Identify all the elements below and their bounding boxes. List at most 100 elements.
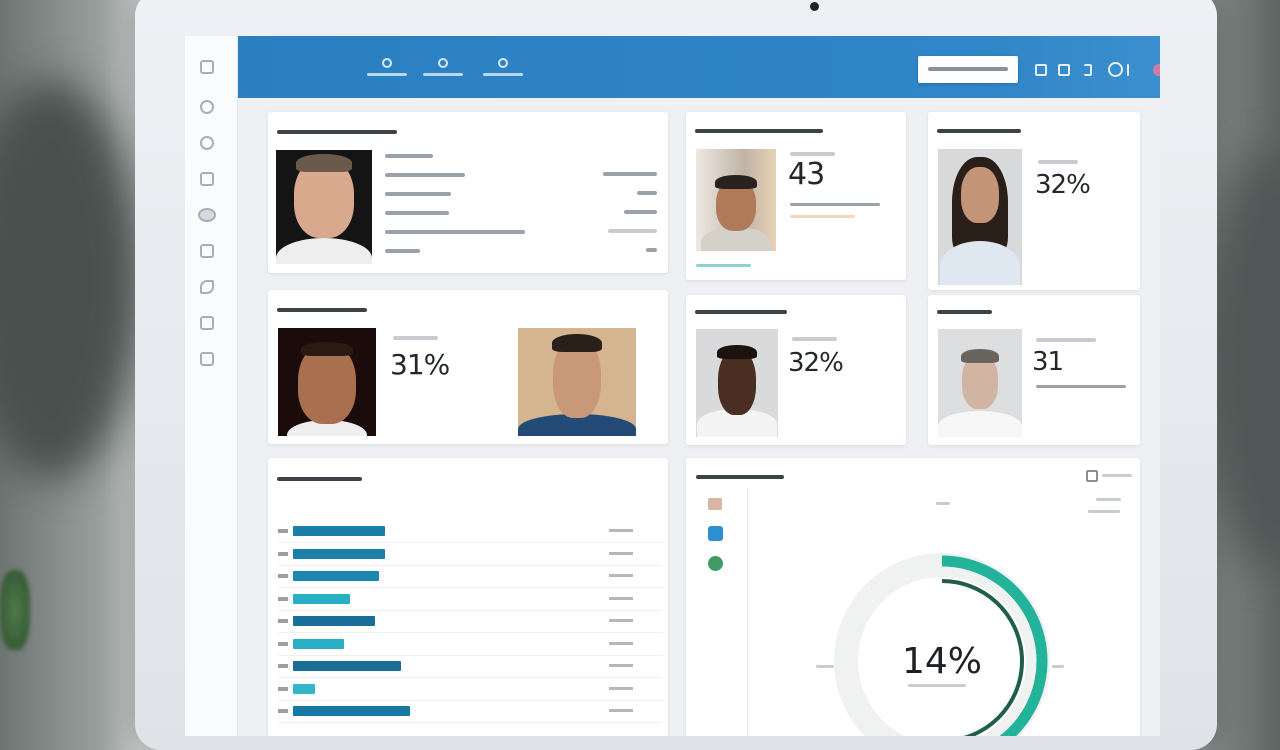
pin-icon[interactable] xyxy=(200,280,214,294)
profile-photo xyxy=(938,149,1022,285)
bookmark-icon[interactable] xyxy=(1058,64,1070,76)
bar-label xyxy=(278,529,288,533)
profile-card-top-right: 32% xyxy=(928,112,1140,290)
donut-outer-arc xyxy=(941,555,1048,736)
text-line xyxy=(385,173,465,177)
bar-row xyxy=(278,591,663,611)
profile-card-mid-left: 31% xyxy=(268,290,668,444)
profile-card-mid-right: 31 xyxy=(928,295,1140,445)
bar xyxy=(293,593,351,604)
bar-value xyxy=(609,664,633,667)
profile-photo xyxy=(278,328,376,436)
text-line xyxy=(385,192,451,196)
calendar-icon[interactable] xyxy=(1035,64,1047,76)
bar-value xyxy=(609,641,633,645)
text-line xyxy=(385,230,525,234)
bar-value xyxy=(609,686,633,690)
profile-photo xyxy=(696,329,778,437)
bar-label xyxy=(278,551,288,556)
home-icon[interactable] xyxy=(200,60,214,74)
dashboard-screen: 43 32% 31% xyxy=(185,36,1160,736)
card-title xyxy=(695,310,787,314)
background-blur xyxy=(1210,150,1280,570)
text-line xyxy=(385,154,433,158)
image-icon[interactable] xyxy=(200,244,214,258)
circle-icon[interactable] xyxy=(200,100,214,114)
avatar[interactable] xyxy=(1153,64,1160,76)
profile-photo xyxy=(938,329,1022,437)
divider xyxy=(747,488,748,736)
nav-item-3[interactable] xyxy=(480,58,526,84)
donut-chart xyxy=(834,553,1050,736)
text-value xyxy=(637,191,657,195)
header-action-button[interactable] xyxy=(918,56,1018,83)
text-line xyxy=(385,249,420,253)
user-icon[interactable] xyxy=(200,136,214,150)
bracket-icon[interactable] xyxy=(1084,64,1092,76)
chat-icon[interactable] xyxy=(198,208,216,222)
divider-icon xyxy=(1127,64,1129,76)
profile-card-main xyxy=(268,112,668,273)
text-value xyxy=(608,229,657,233)
card-title xyxy=(695,129,823,133)
bar xyxy=(293,526,385,536)
plant xyxy=(0,570,30,650)
background-blur xyxy=(0,80,140,480)
legend-icon-3[interactable] xyxy=(708,556,723,571)
text-line xyxy=(790,152,835,156)
bar-value xyxy=(609,619,633,622)
document-icon[interactable] xyxy=(200,316,214,330)
bar-row xyxy=(278,613,663,633)
bar-label xyxy=(278,686,288,691)
bar-label xyxy=(278,641,288,646)
metric-value: 32% xyxy=(788,348,844,378)
bar-value xyxy=(609,529,633,532)
card-link[interactable] xyxy=(696,264,751,267)
legend-icon-1[interactable] xyxy=(708,498,722,510)
bar xyxy=(293,638,344,649)
profile-photo xyxy=(276,150,372,264)
bar-label xyxy=(278,574,288,578)
top-header xyxy=(238,36,1160,98)
filter-icon[interactable] xyxy=(1086,470,1098,482)
bar-value xyxy=(609,574,633,577)
bar-row xyxy=(278,546,663,566)
text-line xyxy=(1088,510,1120,513)
donut-center-label xyxy=(908,684,966,687)
legend-icon-2[interactable] xyxy=(708,526,723,541)
donut-panel: 14% xyxy=(686,458,1140,736)
nav-item-1[interactable] xyxy=(364,58,410,84)
text-line xyxy=(790,215,855,218)
bar xyxy=(293,548,385,559)
profile-card-top-center: 43 xyxy=(686,112,906,280)
bar-label xyxy=(278,596,288,601)
grid-icon[interactable] xyxy=(200,352,214,366)
bar xyxy=(293,683,316,694)
edit-icon[interactable] xyxy=(200,172,214,186)
filter-label[interactable] xyxy=(1102,474,1132,477)
metric-value: 43 xyxy=(788,157,825,192)
text-line xyxy=(790,203,880,206)
card-title xyxy=(277,308,367,312)
card-title xyxy=(277,130,397,134)
bar-row xyxy=(278,636,663,656)
metric-value: 31% xyxy=(390,348,450,381)
bar-row xyxy=(278,681,663,701)
donut-tick-label xyxy=(816,665,834,668)
bar xyxy=(293,706,411,716)
text-line xyxy=(1036,338,1096,342)
nav-item-2[interactable] xyxy=(420,58,466,84)
bar-label xyxy=(278,664,288,668)
bar-row xyxy=(278,568,663,588)
panel-title xyxy=(696,475,784,479)
bar-label xyxy=(278,619,288,623)
bar xyxy=(293,616,376,626)
nav-label xyxy=(423,73,463,76)
donut-center-value: 14% xyxy=(901,641,982,682)
clock-icon[interactable] xyxy=(1108,62,1123,77)
card-title xyxy=(937,129,1021,133)
text-line xyxy=(1038,160,1078,164)
nav-icon xyxy=(382,58,392,68)
nav-icon xyxy=(498,58,508,68)
donut-tick-label xyxy=(1052,665,1064,668)
